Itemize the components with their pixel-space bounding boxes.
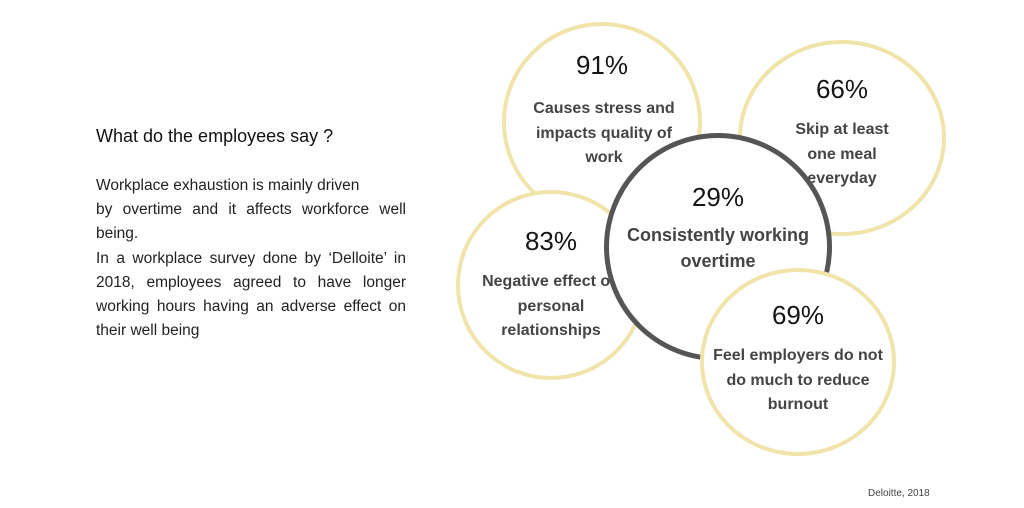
bubble-burnout-label: Feel employers do not do much to reduce … xyxy=(713,347,883,413)
bubble-overtime-label: Consistently working overtime xyxy=(626,225,810,271)
intro-line-1: Workplace exhaustion is mainly driven xyxy=(96,177,360,194)
bubble-overtime-percent: 29% xyxy=(691,182,745,212)
intro-paragraph: Workplace exhaustion is mainly driven by… xyxy=(96,174,406,343)
bubble-relationships-label: Negative effect on personal relationship… xyxy=(482,273,620,339)
bubble-burnout: 69% Feel employers do not do much to red… xyxy=(700,268,896,456)
bubble-stress-label: Causes stress and impacts quality of wor… xyxy=(533,100,675,166)
bubble-meal-label: Skip at least one meal everyday xyxy=(795,121,889,187)
source-caption: Deloitte, 2018 xyxy=(868,488,930,499)
page-heading: What do the employees say ? xyxy=(96,126,334,146)
intro-line-3: In a workplace survey done by ‘Delloite’… xyxy=(96,249,406,340)
bubble-meal-percent: 66% xyxy=(815,74,869,104)
bubble-stress-percent: 91% xyxy=(575,50,629,80)
bubble-relationships-percent: 83% xyxy=(524,226,578,256)
intro-line-2: by overtime and it affects workforce wel… xyxy=(96,201,406,243)
bubble-burnout-percent: 69% xyxy=(771,300,825,330)
